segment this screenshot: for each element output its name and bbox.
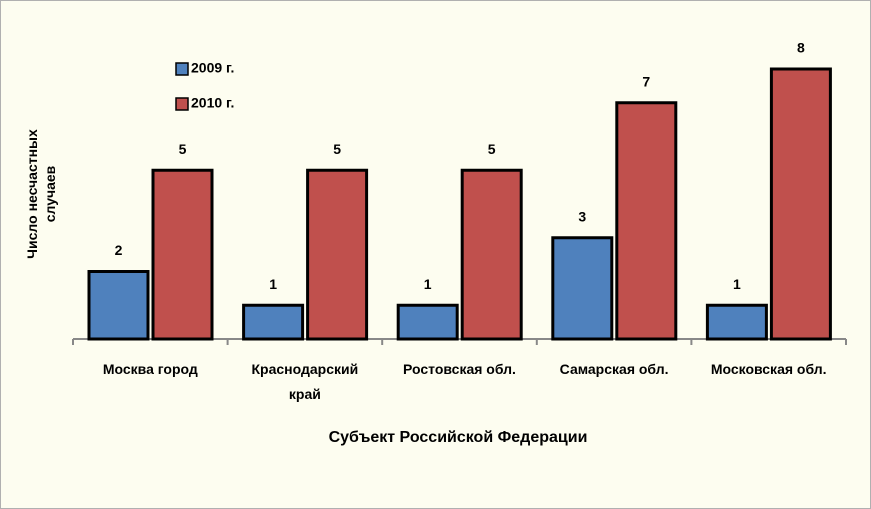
- legend-swatch: [175, 62, 189, 76]
- x-tick-label: Ростовская обл.: [403, 361, 516, 377]
- bar: [306, 168, 369, 341]
- legend-swatch: [175, 97, 189, 111]
- x-tick-label: Москва город: [102, 361, 198, 377]
- data-label: 8: [797, 40, 805, 56]
- bar: [396, 303, 459, 341]
- data-label: 7: [642, 73, 650, 89]
- bar: [615, 101, 678, 341]
- bar: [87, 270, 150, 341]
- data-label: 5: [179, 141, 187, 157]
- data-label: 3: [578, 208, 586, 224]
- bar: [242, 303, 305, 341]
- legend-label: 2009 г.: [191, 60, 234, 76]
- data-label: 5: [488, 141, 496, 157]
- data-label: 2: [115, 242, 123, 258]
- data-label: 1: [269, 276, 277, 292]
- x-tick-label: Московская обл.: [710, 361, 827, 377]
- data-label: 1: [424, 276, 432, 292]
- bar: [769, 67, 832, 341]
- bar: [151, 168, 214, 341]
- x-axis-title: Субъект Российской Федерации: [328, 429, 588, 446]
- bar: [551, 236, 614, 341]
- x-tick-label: Краснодарский край: [251, 361, 359, 402]
- data-label: 5: [333, 141, 341, 157]
- data-label: 1: [733, 276, 741, 292]
- bar: [705, 303, 768, 341]
- bar: [460, 168, 523, 341]
- legend-label: 2010 г.: [191, 95, 234, 111]
- x-tick-label: Самарская обл.: [559, 361, 669, 377]
- y-axis-title: Число несчастных случаев: [24, 129, 58, 259]
